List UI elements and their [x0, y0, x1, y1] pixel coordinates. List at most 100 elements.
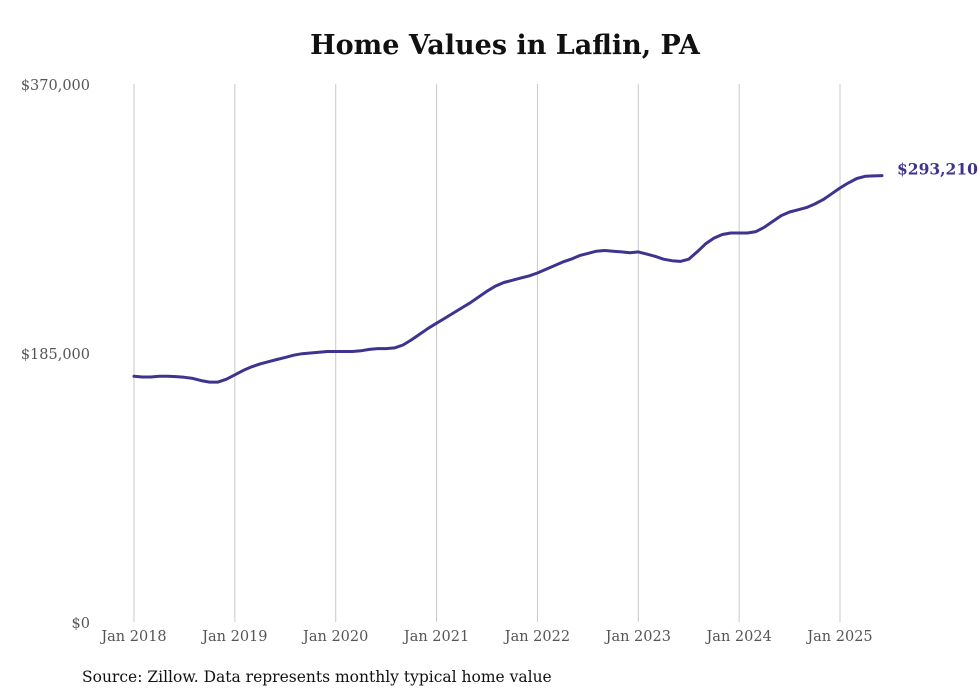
data-point [217, 381, 220, 384]
data-point [149, 376, 152, 379]
data-point [460, 306, 463, 309]
data-point [780, 214, 783, 217]
x-tick-label: Jan 2024 [704, 629, 771, 645]
data-point [267, 360, 270, 363]
y-tick-label: $0 [72, 616, 90, 632]
data-point [881, 174, 884, 177]
data-point [275, 358, 278, 361]
data-point [402, 344, 405, 347]
y-tick-label: $370,000 [21, 78, 90, 94]
data-point [343, 350, 346, 353]
data-point [452, 312, 455, 315]
data-point [797, 208, 800, 211]
data-point [208, 381, 211, 384]
data-point [864, 175, 867, 178]
data-point [502, 281, 505, 284]
data-point [511, 279, 514, 282]
data-point [645, 253, 648, 256]
data-point [259, 362, 262, 365]
data-point [553, 264, 556, 267]
data-point [704, 242, 707, 245]
x-tick-label: Jan 2022 [503, 629, 570, 645]
data-point [872, 174, 875, 177]
data-point [175, 375, 178, 378]
data-point [359, 349, 362, 352]
data-point [242, 369, 245, 372]
data-point [771, 220, 774, 223]
data-point [578, 254, 581, 257]
data-point [292, 354, 295, 357]
data-point [284, 356, 287, 359]
y-tick-label: $185,000 [21, 347, 90, 363]
data-point [368, 348, 371, 351]
series-layer [132, 174, 884, 384]
data-point [141, 376, 144, 379]
data-point [763, 226, 766, 229]
data-point [721, 233, 724, 236]
data-point [317, 351, 320, 354]
data-point [486, 290, 489, 293]
x-tick-label: Jan 2019 [200, 629, 267, 645]
data-point [301, 352, 304, 355]
x-axis-ticks: Jan 2018 Jan 2019 Jan 2020 Jan 2021 Jan 2022… [99, 629, 872, 645]
data-point [839, 187, 842, 190]
data-point [519, 277, 522, 280]
data-point [679, 260, 682, 263]
data-point [183, 376, 186, 379]
x-tick-label: Jan 2018 [99, 629, 166, 645]
data-point [191, 377, 194, 380]
data-point [393, 346, 396, 349]
data-point [855, 177, 858, 180]
data-point [351, 350, 354, 353]
data-point [410, 338, 413, 341]
data-point [670, 259, 673, 262]
data-point [637, 250, 640, 253]
data-point [334, 350, 337, 353]
data-point [603, 249, 606, 252]
grid-lines [133, 84, 841, 622]
data-point [712, 237, 715, 240]
data-point [469, 301, 472, 304]
data-point [133, 375, 136, 378]
data-point [225, 378, 228, 381]
data-point [738, 232, 741, 235]
data-point [620, 250, 623, 253]
data-point [628, 251, 631, 254]
data-point [418, 333, 421, 336]
data-point [696, 250, 699, 253]
data-point [662, 258, 665, 261]
data-point [385, 347, 388, 350]
data-point [788, 211, 791, 214]
x-tick-label: Jan 2020 [301, 629, 368, 645]
source-note: Source: Zillow. Data represents monthly … [82, 668, 552, 686]
data-point [427, 327, 430, 330]
data-point [805, 206, 808, 209]
chart-title: Home Values in Laflin, PA [310, 30, 700, 61]
data-point [528, 274, 531, 277]
data-point [200, 379, 203, 382]
data-point [561, 261, 564, 264]
x-tick-label: Jan 2023 [604, 629, 671, 645]
data-point [729, 232, 732, 235]
data-point [233, 373, 236, 376]
data-point [595, 250, 598, 253]
data-point [250, 365, 253, 368]
data-point [494, 285, 497, 288]
data-labels: $293,210 [897, 160, 978, 179]
data-point [687, 258, 690, 261]
data-point [444, 317, 447, 320]
data-point [435, 322, 438, 325]
data-point [755, 230, 758, 233]
data-point [544, 268, 547, 271]
data-point [586, 252, 589, 255]
data-point [654, 255, 657, 258]
data-point [309, 352, 312, 355]
data-point [847, 181, 850, 184]
series-line [132, 174, 884, 384]
last-value-label: $293,210 [897, 160, 978, 179]
x-tick-label: Jan 2025 [805, 629, 872, 645]
data-point [830, 192, 833, 195]
y-axis-ticks: $0 $185,000 $370,000 [21, 78, 90, 632]
data-point [822, 198, 825, 201]
